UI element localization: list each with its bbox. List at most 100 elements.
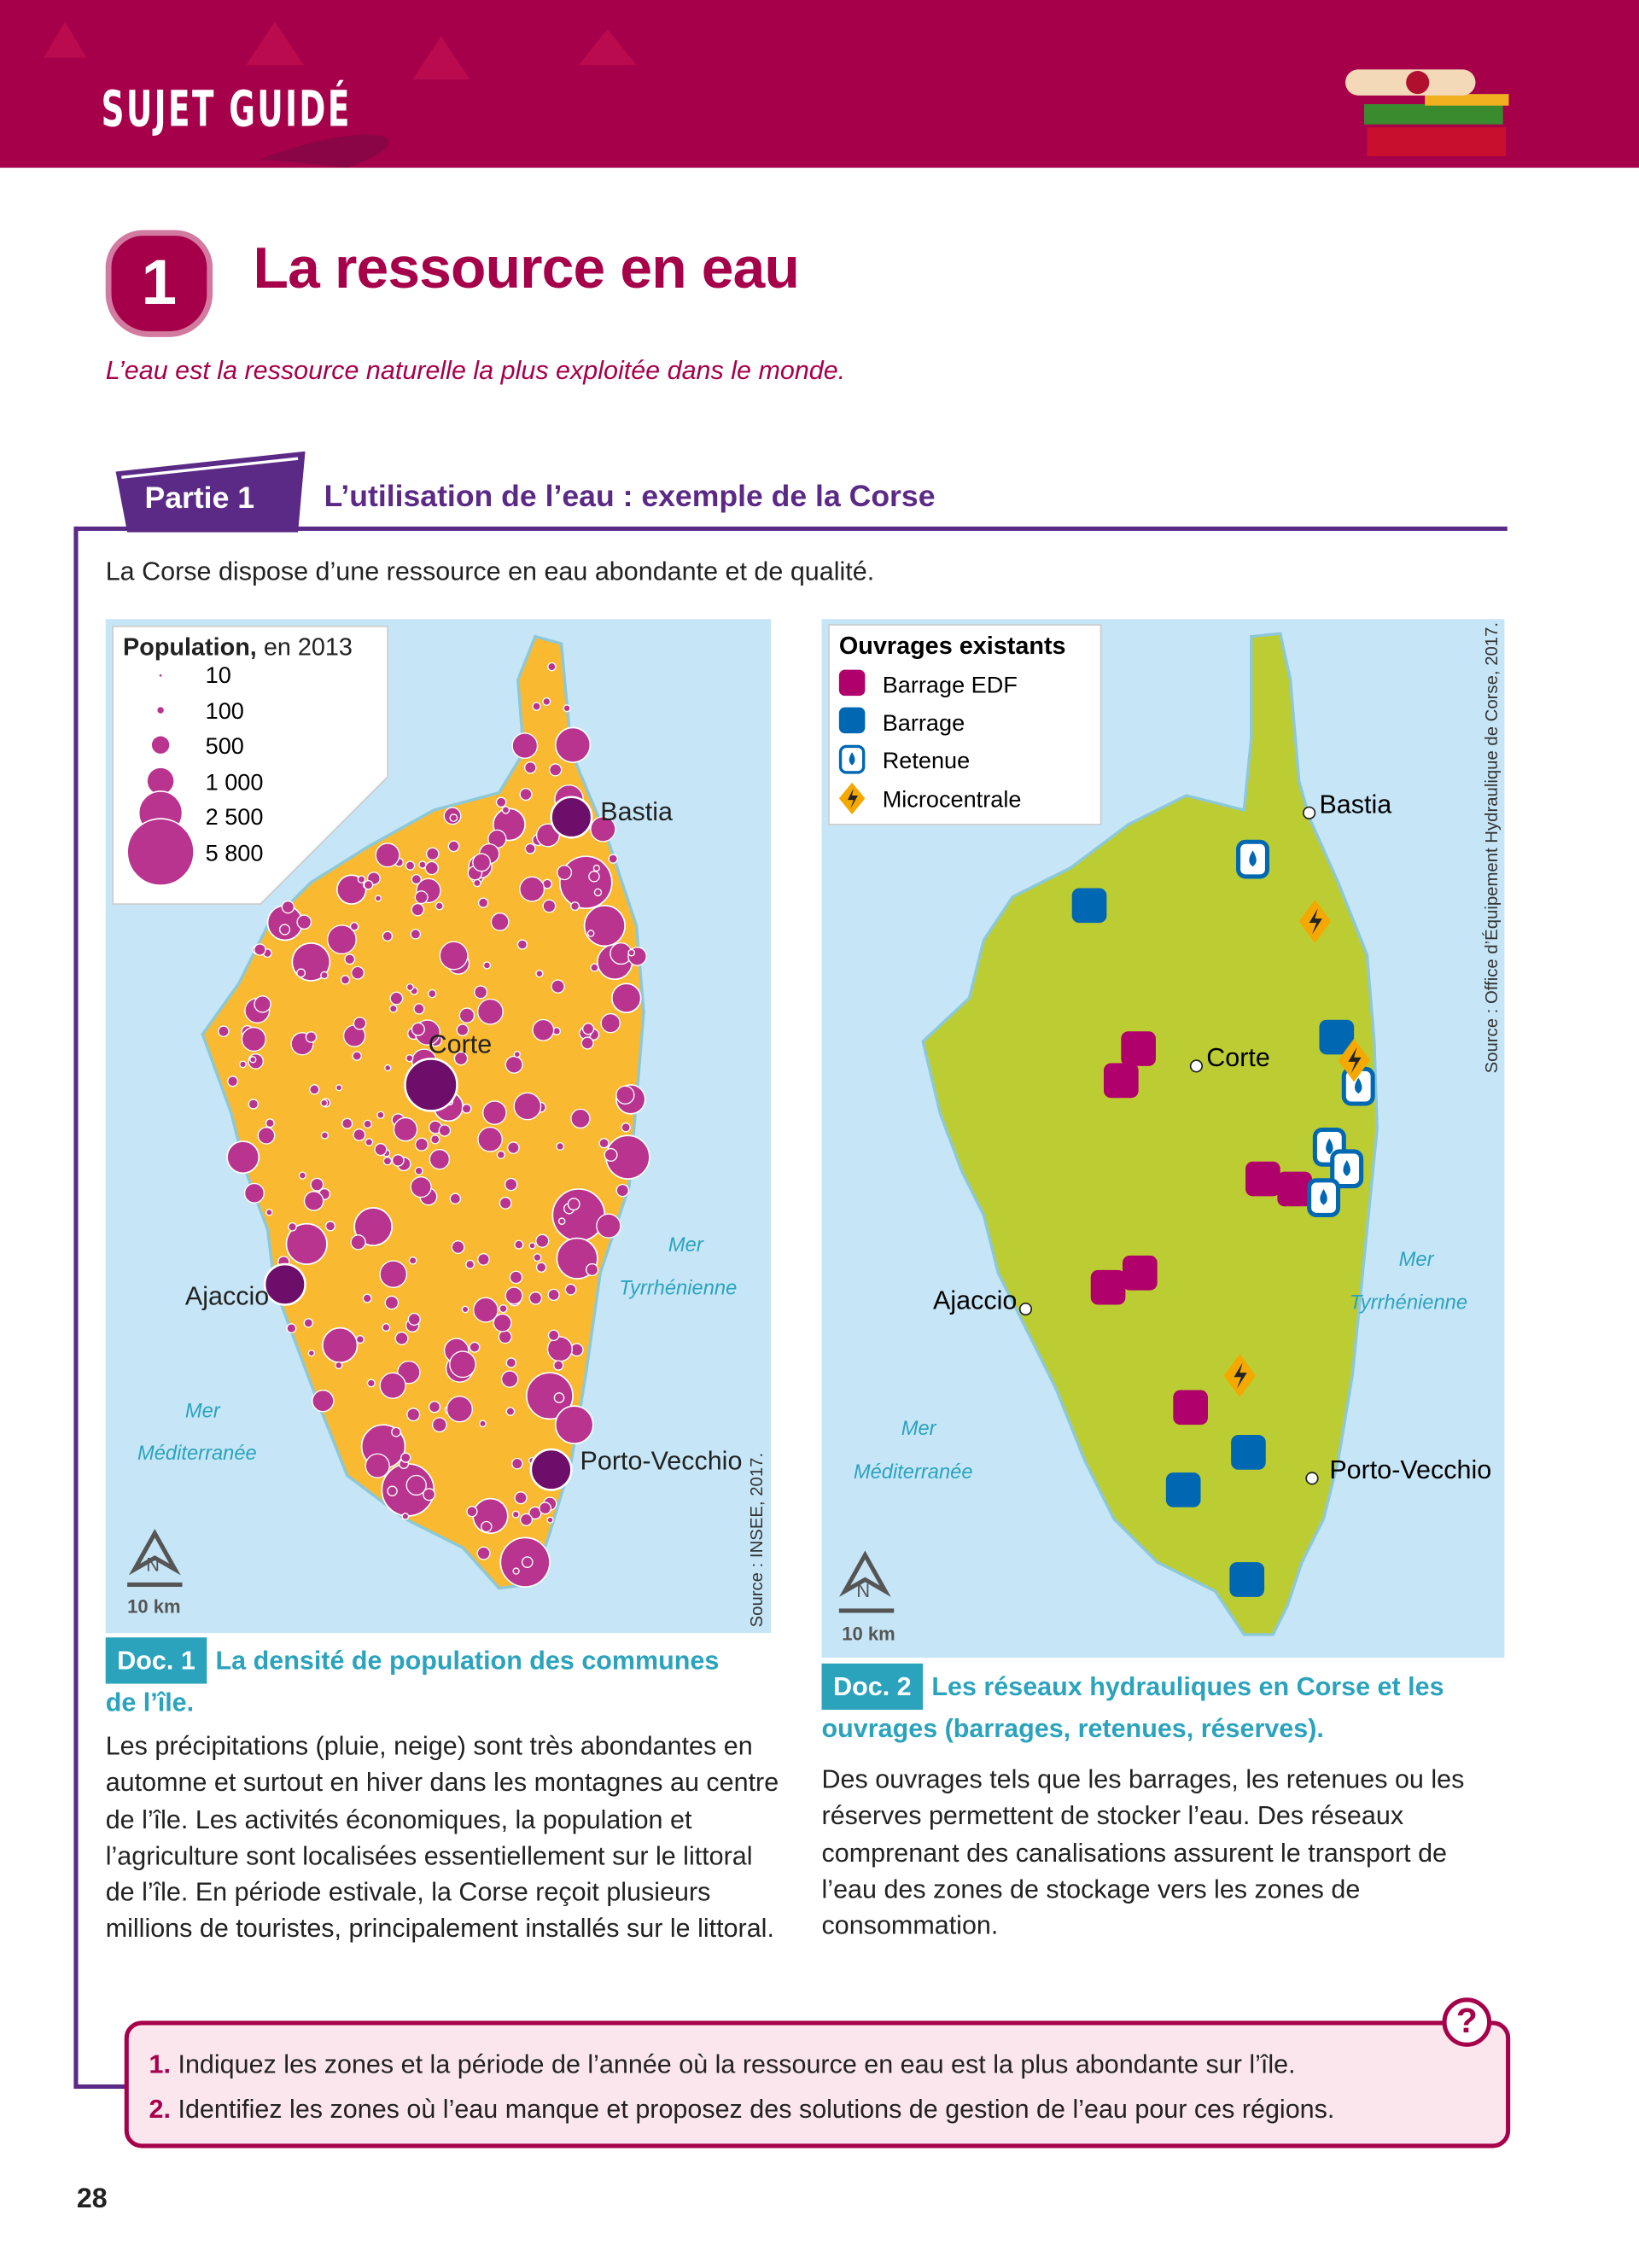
population-circle — [335, 1361, 343, 1370]
population-circle — [307, 1350, 315, 1357]
population-circle — [376, 1111, 385, 1119]
population-circle — [410, 929, 422, 940]
population-circle — [387, 1485, 398, 1497]
population-circle — [553, 1392, 565, 1403]
population-circle — [243, 1182, 265, 1204]
population-circle — [590, 963, 599, 972]
population-circle — [423, 1488, 436, 1501]
population-circle — [535, 1262, 547, 1273]
population-circle — [411, 873, 423, 885]
population-circle — [532, 1018, 555, 1041]
population-circle — [384, 1295, 400, 1310]
header-band — [0, 0, 1639, 168]
population-circle — [449, 813, 458, 823]
sea-label: Mer — [1399, 1249, 1435, 1271]
population-circle — [563, 704, 571, 713]
legend-item: 2 500 — [206, 803, 264, 830]
population-circle — [557, 1217, 566, 1225]
city-circle-ajaccio — [263, 1262, 306, 1306]
population-circle — [410, 1175, 432, 1198]
retenue-marker — [1307, 1178, 1341, 1218]
city-label-bastia: Bastia — [600, 797, 673, 826]
population-circle — [365, 1453, 390, 1478]
sea-label: Tyrrhénienne — [619, 1278, 737, 1300]
population-circle — [430, 1134, 440, 1145]
sea-label: Tyrrhénienne — [1350, 1292, 1467, 1315]
population-circle — [476, 1546, 491, 1560]
population-circle — [241, 1026, 266, 1052]
population-circle — [320, 1099, 329, 1107]
city-label-ajaccio: Ajaccio — [185, 1282, 269, 1311]
legend-item: Microcentrale — [883, 786, 1022, 813]
population-circle — [519, 1513, 534, 1526]
sea-label: Mer — [668, 1234, 704, 1256]
population-circle — [549, 763, 563, 777]
population-circle — [570, 1108, 591, 1129]
population-circle — [588, 870, 600, 883]
population-circle — [389, 991, 404, 1006]
population-circle — [303, 1318, 314, 1328]
population-circle — [512, 1567, 520, 1575]
population-circle — [374, 895, 382, 902]
population-circle — [521, 1556, 534, 1568]
population-circle — [533, 1253, 542, 1262]
population-circle — [384, 1064, 392, 1072]
population-circle — [349, 922, 359, 931]
population-circle — [391, 1426, 401, 1437]
svg-text:Population, en 2013: Population, en 2013 — [123, 634, 353, 662]
barrage-marker — [1231, 1435, 1266, 1470]
population-circle — [558, 855, 613, 910]
population-circle — [341, 1117, 353, 1129]
retenue-marker — [1236, 839, 1270, 879]
population-circle — [449, 1350, 476, 1379]
question-mark-icon: ? — [1442, 1997, 1492, 2047]
barrage-edf-marker — [1090, 1269, 1126, 1305]
divider — [73, 2084, 126, 2090]
population-circle — [547, 1329, 560, 1342]
population-circle — [362, 1293, 372, 1303]
population-circle — [513, 1092, 542, 1121]
population-circle — [303, 1191, 324, 1211]
population-circle — [320, 971, 329, 980]
population-circle — [504, 1177, 518, 1192]
population-circle — [499, 1303, 508, 1314]
corsica-land — [921, 632, 1379, 1636]
population-circle — [248, 1099, 260, 1110]
hydraulic-legend: Ouvrages existants Barrage EDF Barrage R… — [828, 624, 1102, 825]
population-circle — [528, 1291, 543, 1305]
population-circle — [519, 876, 545, 902]
population-circle — [505, 1357, 517, 1368]
population-circle — [226, 1140, 260, 1175]
population-circle — [496, 1150, 505, 1159]
population-circle — [405, 1474, 427, 1496]
population-circle — [326, 924, 357, 955]
barrage-marker — [1071, 888, 1107, 924]
questions-box: 1. Indiquez les zones et la période de l… — [124, 2020, 1511, 2148]
population-circle — [438, 1124, 452, 1137]
population-circle — [296, 968, 306, 978]
doc2-caption: Doc. 2 Les réseaux hydrauliques en Corse … — [821, 1663, 1473, 1747]
population-circle — [296, 914, 312, 930]
city-circle-bastia — [550, 796, 593, 839]
population-circle — [525, 1372, 574, 1420]
microcentrale-marker — [1298, 900, 1332, 943]
population-circle — [501, 806, 510, 814]
population-circle — [363, 879, 374, 890]
barrage-marker — [1165, 1472, 1201, 1507]
population-circle — [477, 1253, 490, 1266]
microcentrale-marker — [1338, 1038, 1370, 1082]
population-circle — [598, 1138, 610, 1149]
retenue-marker — [1330, 1149, 1364, 1189]
population-circle — [547, 662, 557, 672]
population-circle — [524, 842, 536, 854]
barrage-edf-marker — [1173, 1390, 1208, 1426]
population-circle — [493, 1313, 512, 1332]
scale-label: 10 km — [127, 1595, 180, 1617]
population-circle — [596, 1213, 621, 1239]
partie-tab — [115, 451, 306, 533]
population-circle — [516, 939, 528, 950]
doc2-text: Des ouvrages tels que les barrages, les … — [821, 1764, 1465, 1940]
population-circle — [286, 1323, 297, 1334]
population-circle — [411, 902, 425, 917]
hydraulic-map-svg: Bastia Corte Ajaccio Porto-Vecchio Mer T… — [828, 622, 1502, 1645]
